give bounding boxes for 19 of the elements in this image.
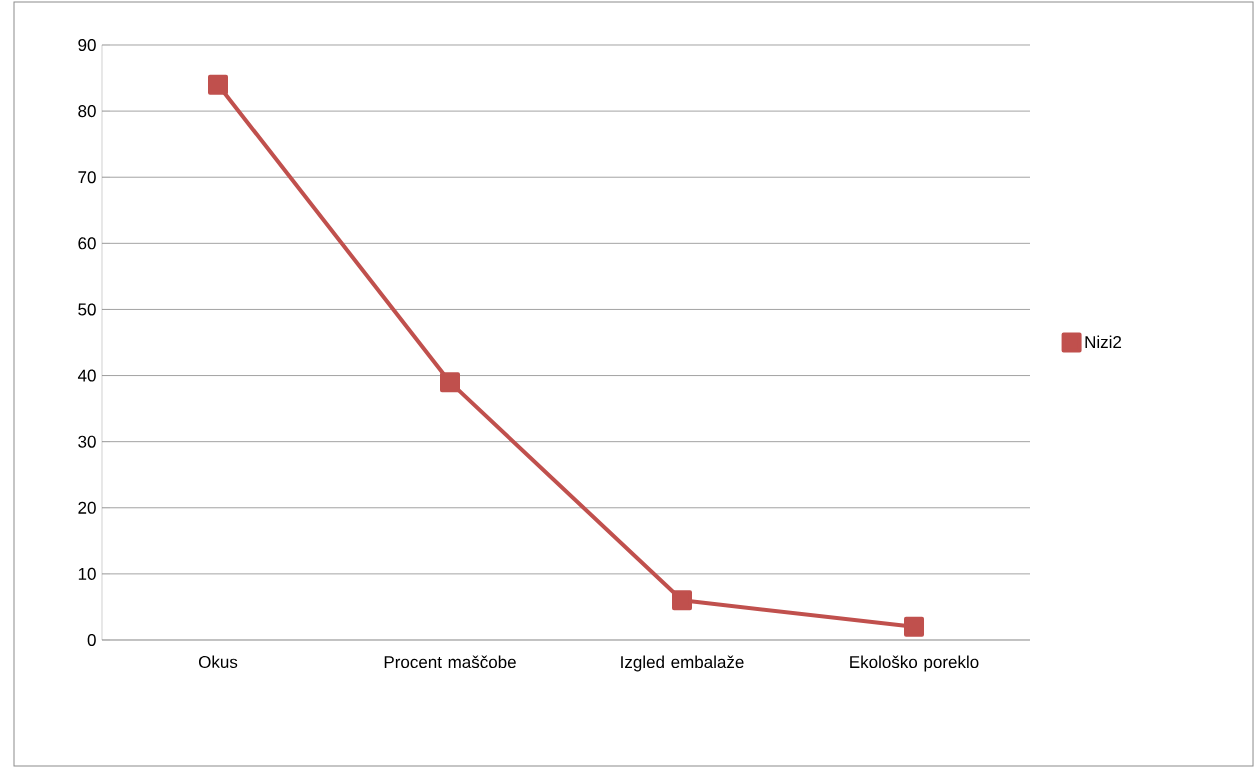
point — [440, 372, 460, 393]
y-tick-label: 20 — [78, 501, 96, 514]
y-tick-label: 70 — [78, 171, 96, 184]
legend-label: Nizi2 — [1085, 335, 1122, 348]
y-tick-label: 50 — [78, 303, 96, 316]
y-tick-label: 30 — [78, 435, 96, 448]
y-tick-label: 40 — [77, 369, 96, 382]
point — [904, 616, 925, 637]
y-tick-label: 0 — [87, 633, 96, 647]
x-tick-label: Okus — [198, 655, 238, 669]
y-tick-label: 80 — [78, 105, 96, 118]
x-tick-label: Izgled embalaže — [621, 655, 744, 672]
x-tick-label: Ekološko poreklo — [850, 655, 979, 672]
y-tick-label: 60 — [78, 237, 96, 250]
point — [208, 74, 228, 95]
x-tick-label: Procent maščobe — [384, 655, 516, 669]
point — [672, 590, 693, 611]
y-tick-label: 90 — [78, 38, 96, 52]
y-tick-label: 10 — [78, 567, 96, 580]
